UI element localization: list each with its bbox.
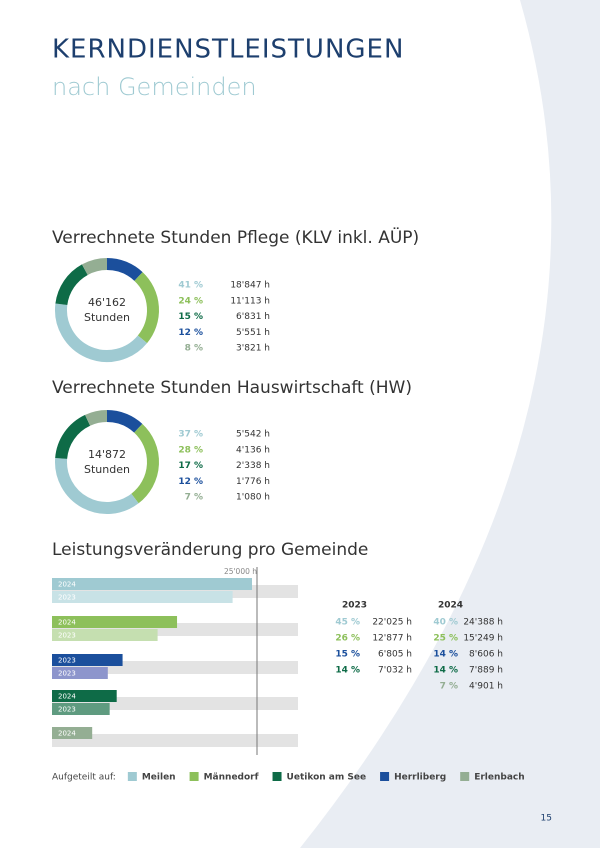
bar xyxy=(52,703,110,715)
bar xyxy=(52,578,252,590)
donut-segment xyxy=(106,258,143,282)
bar xyxy=(52,690,117,702)
bar-label: 2023 xyxy=(58,670,76,678)
table-hours: 7'032 h xyxy=(378,666,412,676)
hours-label: 1'776 h xyxy=(236,477,270,487)
table-hours: 6'805 h xyxy=(378,650,412,660)
donut-total: 14'872 xyxy=(88,448,126,461)
donut-segment xyxy=(55,414,91,460)
donut-unit: Stunden xyxy=(84,311,130,324)
hours-label: 3'821 h xyxy=(236,344,270,354)
table-share: 7 % xyxy=(440,682,458,692)
share-label: 8 % xyxy=(185,344,203,354)
bar-label: 2024 xyxy=(58,619,76,627)
table-hours: 22'025 h xyxy=(372,618,412,628)
hours-label: 1'080 h xyxy=(236,493,270,503)
donut-segment xyxy=(81,258,108,276)
donut-total: 46'162 xyxy=(88,296,126,309)
donut-segment xyxy=(131,423,159,504)
bar xyxy=(52,591,233,603)
bar-track xyxy=(52,734,298,747)
legend-item: Herrliberg xyxy=(394,773,446,783)
subtitle: nach Gemeinden xyxy=(52,73,257,101)
share-label: 7 % xyxy=(185,493,203,503)
table-hours: 12'877 h xyxy=(372,634,412,644)
donut-segment xyxy=(55,303,148,362)
legend-item: Männedorf xyxy=(204,773,259,783)
legend-item: Uetikon am See xyxy=(287,773,367,783)
table-share: 26 % xyxy=(335,634,360,644)
legend-swatch xyxy=(189,772,199,781)
hours-label: 5'551 h xyxy=(236,328,270,338)
hours-label: 5'542 h xyxy=(236,430,270,440)
x-tick-label: 25'000 h xyxy=(224,567,257,576)
donut-unit: Stunden xyxy=(84,463,130,476)
share-label: 12 % xyxy=(178,328,203,338)
share-label: 15 % xyxy=(178,312,203,322)
donut-segment xyxy=(106,410,143,433)
share-label: 37 % xyxy=(178,430,203,440)
bar xyxy=(52,727,93,739)
bar-chart-title: Leistungsveränderung pro Gemeinde xyxy=(52,540,368,560)
share-label: 17 % xyxy=(178,461,203,471)
bar xyxy=(52,654,123,666)
donut-segment xyxy=(55,457,139,514)
bar-label: 2023 xyxy=(58,594,76,602)
table-hours: 8'606 h xyxy=(469,650,503,660)
bar-label: 2024 xyxy=(58,730,76,738)
donut-segment xyxy=(55,264,88,306)
table-hours: 24'388 h xyxy=(463,618,503,628)
table-share: 15 % xyxy=(335,650,360,660)
hours-label: 4'136 h xyxy=(236,445,270,455)
table-share: 25 % xyxy=(433,634,458,644)
table-share: 14 % xyxy=(335,666,360,676)
legend-label: Aufgeteilt auf: xyxy=(52,773,116,783)
legend-swatch xyxy=(460,772,470,781)
hours-label: 18'847 h xyxy=(230,281,270,291)
share-label: 12 % xyxy=(178,477,203,487)
bar-label: 2023 xyxy=(58,657,76,665)
legend-swatch xyxy=(272,772,282,781)
donut-title: Verrechnete Stunden Pflege (KLV inkl. AÜ… xyxy=(52,226,419,248)
legend-swatch xyxy=(127,772,137,781)
bar xyxy=(52,629,158,641)
legend-item: Erlenbach xyxy=(474,773,524,783)
hours-label: 11'113 h xyxy=(230,296,270,306)
page-number: 15 xyxy=(541,814,552,824)
table-header: 2023 xyxy=(342,601,367,611)
bar xyxy=(52,667,108,679)
table-hours: 7'889 h xyxy=(469,666,503,676)
bar-label: 2024 xyxy=(58,693,76,701)
table-share: 14 % xyxy=(433,650,458,660)
hours-label: 2'338 h xyxy=(236,461,270,471)
table-share: 45 % xyxy=(335,618,360,628)
share-label: 28 % xyxy=(178,445,203,455)
title: KERNDIENSTLEISTUNGEN xyxy=(52,35,404,65)
background-arc xyxy=(300,0,600,848)
table-share: 14 % xyxy=(433,666,458,676)
table-header: 2024 xyxy=(438,601,463,611)
bar-label: 2023 xyxy=(58,632,76,640)
donut-segment xyxy=(85,410,108,426)
bar-label: 2023 xyxy=(58,706,76,714)
table-hours: 4'901 h xyxy=(469,682,503,692)
share-label: 24 % xyxy=(178,296,203,306)
hours-label: 6'831 h xyxy=(236,312,270,322)
donut-title: Verrechnete Stunden Hauswirtschaft (HW) xyxy=(52,378,412,398)
table-share: 40 % xyxy=(433,618,458,628)
legend-item: Meilen xyxy=(142,773,176,783)
legend-swatch xyxy=(380,772,390,781)
bar-label: 2024 xyxy=(58,581,76,589)
table-hours: 15'249 h xyxy=(463,634,503,644)
share-label: 41 % xyxy=(178,281,203,291)
bar xyxy=(52,616,178,628)
donut-segment xyxy=(134,272,159,344)
